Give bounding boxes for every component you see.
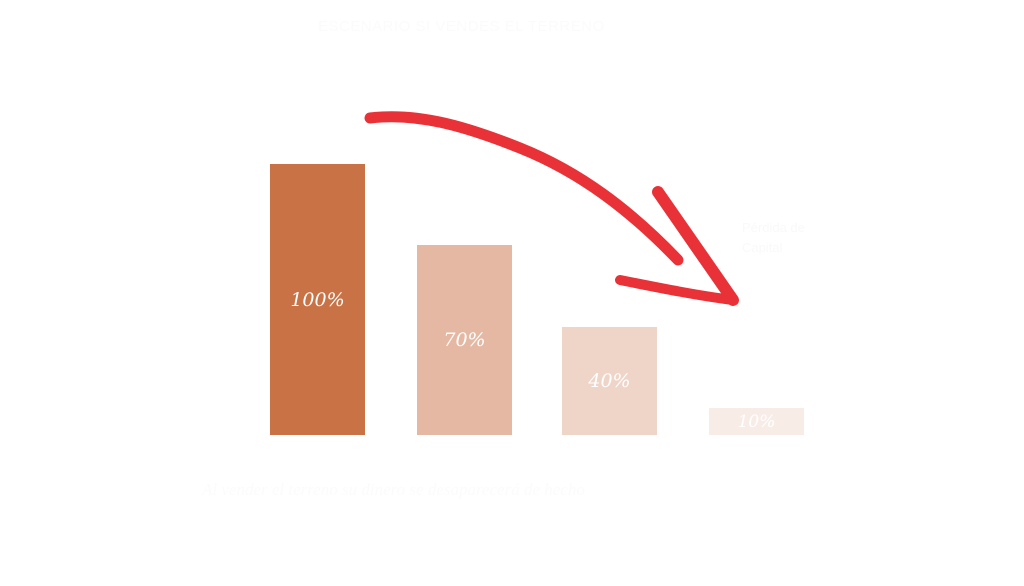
bar-4-label: 10% — [737, 411, 776, 432]
bar-1: 100% — [270, 164, 365, 435]
bar-3-label: 40% — [588, 370, 631, 392]
bar-1-label: 100% — [290, 288, 345, 311]
bar-2: 70% — [417, 245, 512, 435]
footer-caption: Al vender el terreno su dinero se desapa… — [202, 480, 585, 499]
chart-title: ESCENARIO SI VENDES EL TERRENO — [318, 18, 605, 35]
bar-4: 10% — [709, 408, 804, 435]
capital-loss-note: Pérdida de Capital — [742, 220, 805, 255]
bar-3: 40% — [562, 327, 657, 435]
bar-2-label: 70% — [443, 329, 486, 351]
